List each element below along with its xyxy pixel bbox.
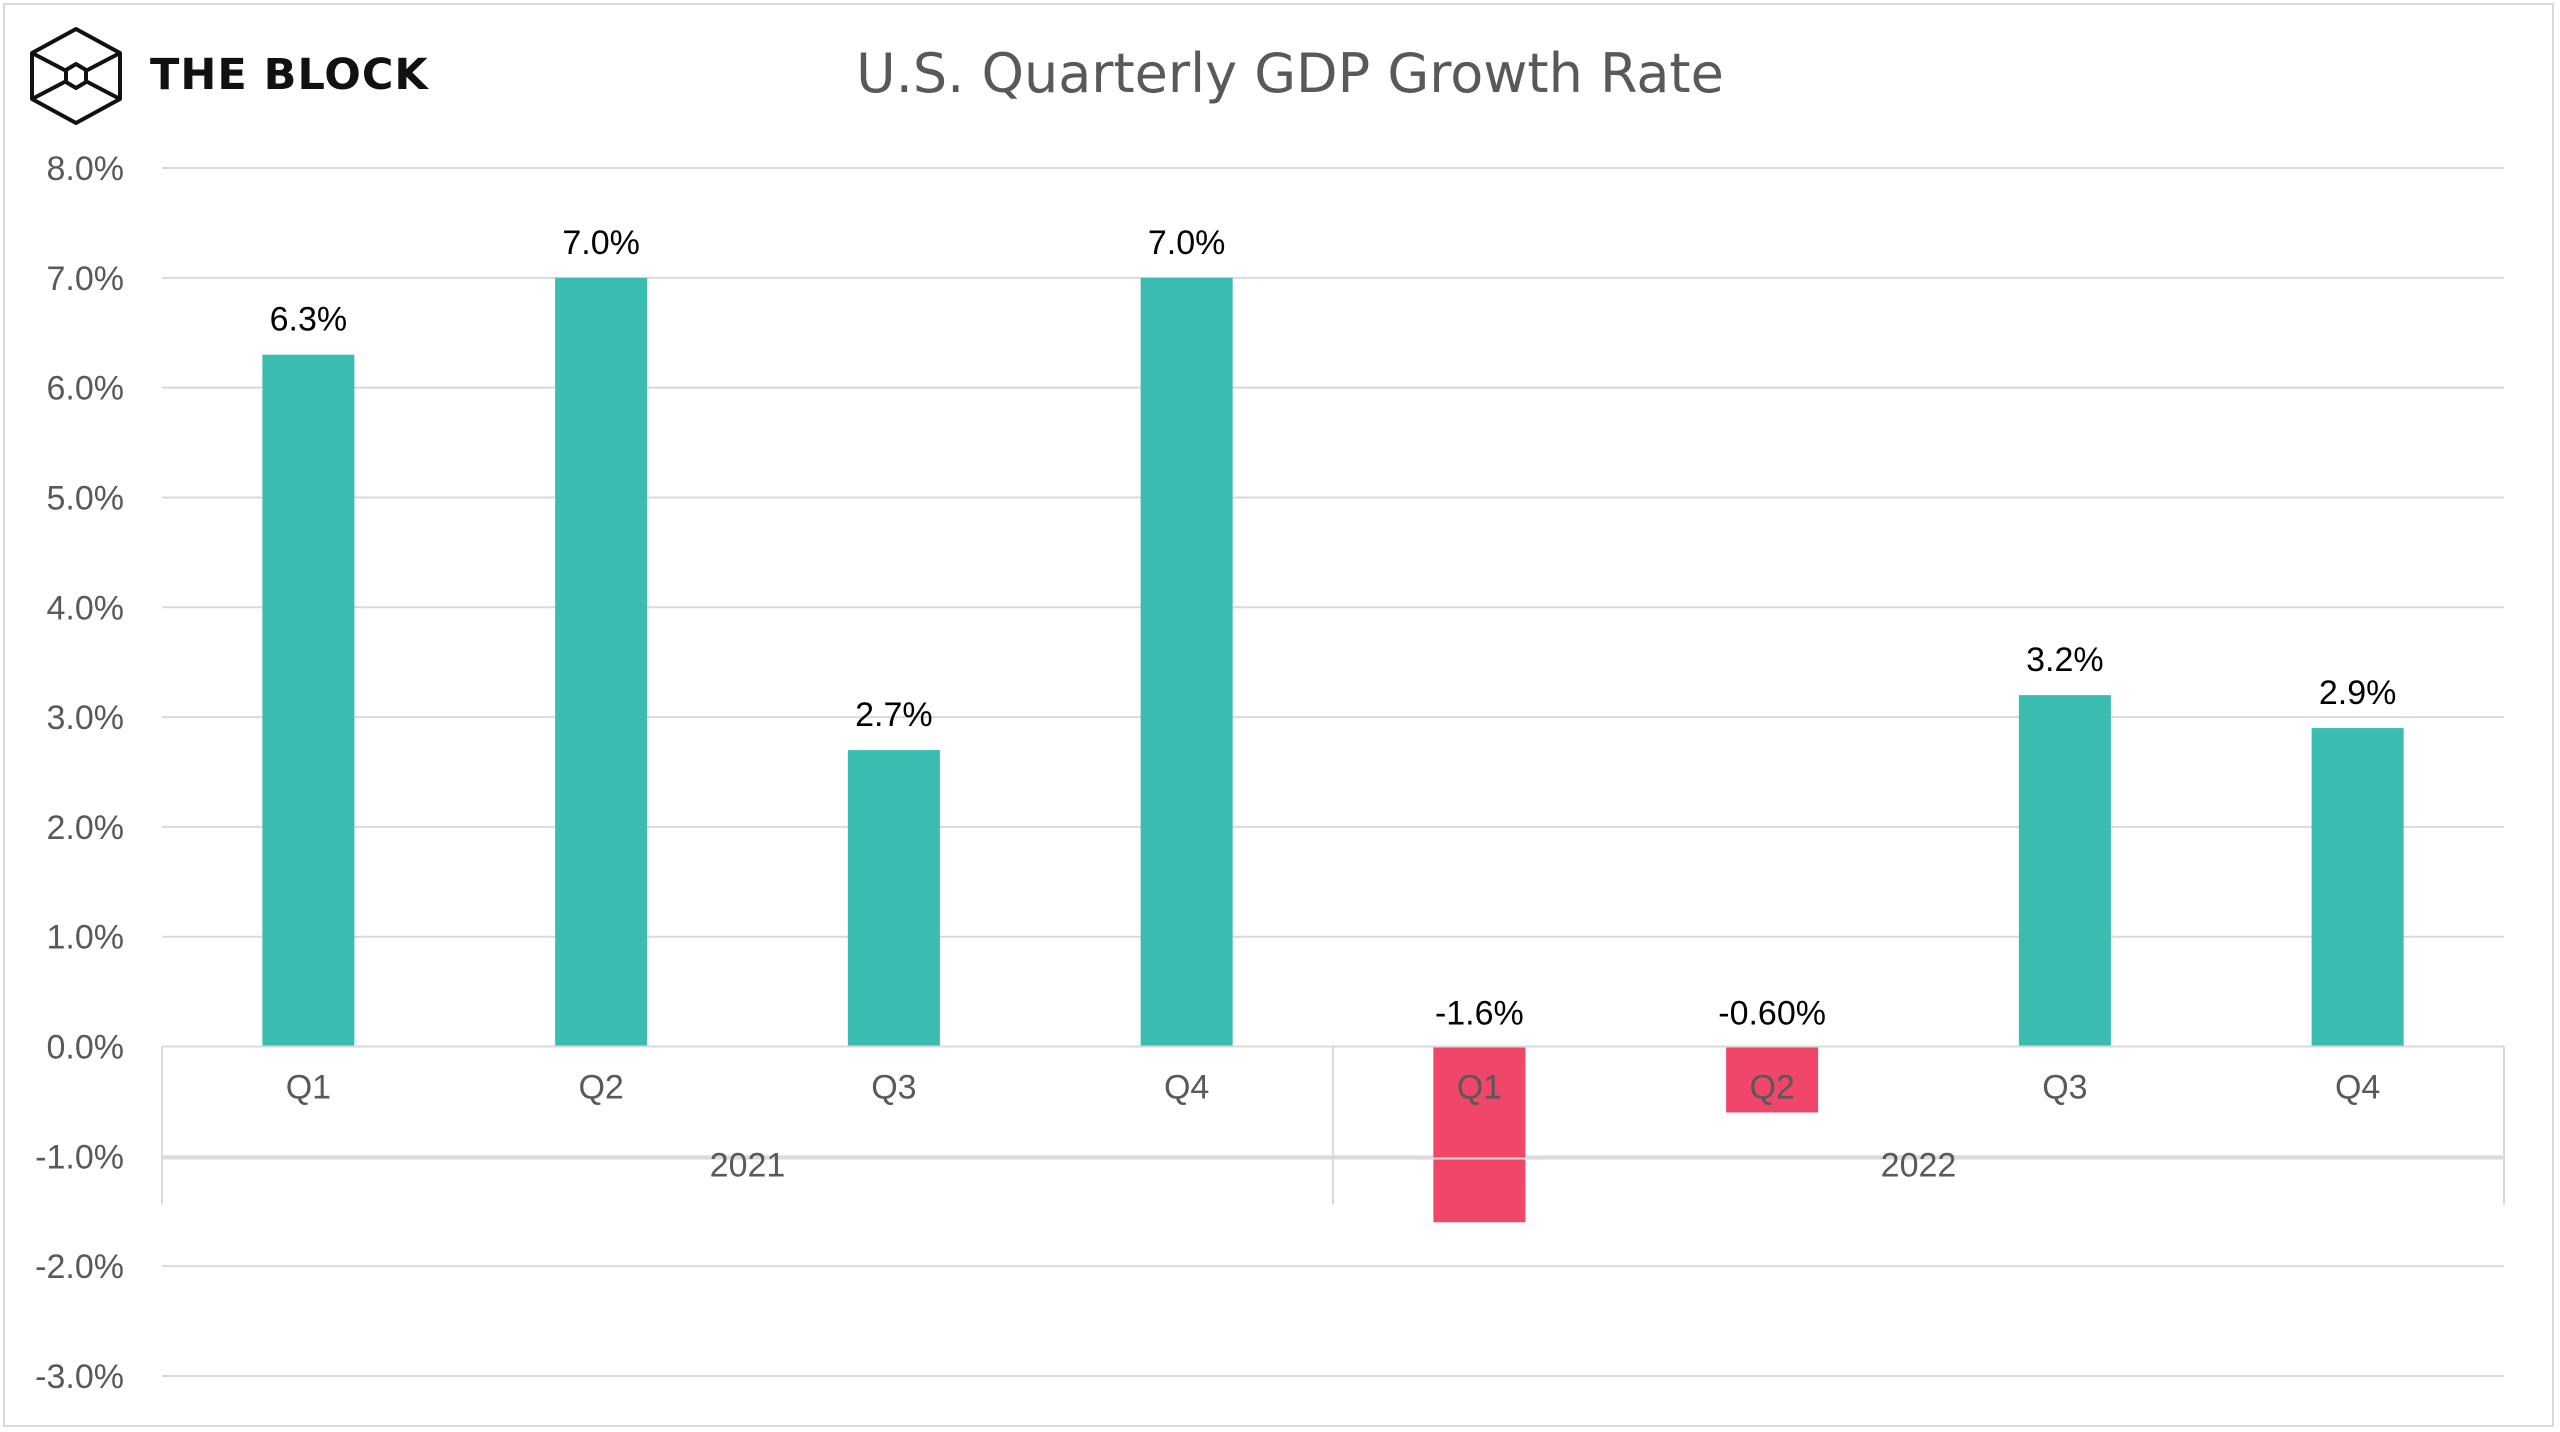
data-label: -0.60% <box>1718 995 1826 1033</box>
y-tick-label: -3.0% <box>35 1358 124 1396</box>
x-tick-label: Q3 <box>2042 1069 2087 1107</box>
x-tick-label: Q1 <box>286 1069 331 1107</box>
x-tick-label: Q3 <box>871 1069 916 1107</box>
bars <box>262 277 2404 1223</box>
bar <box>2311 728 2404 1047</box>
bar <box>2018 695 2111 1047</box>
y-tick-label: -1.0% <box>35 1138 124 1176</box>
x-group-label: 2021 <box>710 1147 786 1185</box>
x-tick-label: Q2 <box>1749 1069 1794 1107</box>
x-tick-label: Q2 <box>578 1069 623 1107</box>
y-tick-label: 4.0% <box>47 589 125 627</box>
bar <box>262 354 355 1047</box>
y-tick-label: 6.0% <box>47 370 125 408</box>
y-tick-label: 1.0% <box>47 919 125 957</box>
x-tick-label: Q1 <box>1457 1069 1502 1107</box>
chart-title: U.S. Quarterly GDP Growth Rate <box>856 42 1724 105</box>
brand-name: THE BLOCK <box>150 50 429 100</box>
data-label: 7.0% <box>562 224 640 262</box>
y-tick-label: 2.0% <box>47 809 125 847</box>
x-tick-label: Q4 <box>2335 1069 2380 1107</box>
category-axis <box>161 1045 2505 1205</box>
y-tick-label: 5.0% <box>47 479 125 517</box>
y-tick-label: 3.0% <box>47 699 125 737</box>
x-tick-label: Q4 <box>1164 1069 1209 1107</box>
data-label: 6.3% <box>270 301 348 339</box>
y-axis: 8.0% 7.0% 6.0% 5.0% 4.0% 3.0% 2.0% 1.0% 0.0% -1.0… <box>35 150 124 1396</box>
bar <box>847 750 940 1047</box>
cube-logo-icon <box>30 27 122 125</box>
x-group-label: 2022 <box>1881 1147 1957 1185</box>
bar <box>1726 1046 1819 1113</box>
data-labels: 6.3% 7.0% 2.7% 7.0% -1.6% -0.60% 3.2% 2.9% <box>270 224 2397 1033</box>
data-label: -1.6% <box>1435 995 1524 1033</box>
bar <box>555 277 648 1047</box>
data-label: 2.7% <box>855 696 933 734</box>
bar <box>1140 277 1233 1047</box>
y-tick-label: 8.0% <box>47 150 125 188</box>
chart-frame <box>3 3 2554 1427</box>
y-tick-label: 0.0% <box>47 1029 125 1067</box>
x-axis-labels: Q1 Q2 Q3 Q4 2021 Q1 Q2 Q3 Q4 2022 <box>286 1069 2381 1185</box>
data-label: 7.0% <box>1148 224 1226 262</box>
y-tick-label: -2.0% <box>35 1248 124 1286</box>
bar <box>1433 1046 1526 1223</box>
data-label: 2.9% <box>2319 674 2397 712</box>
data-label: 3.2% <box>2026 641 2104 679</box>
y-tick-label: 7.0% <box>47 260 125 298</box>
